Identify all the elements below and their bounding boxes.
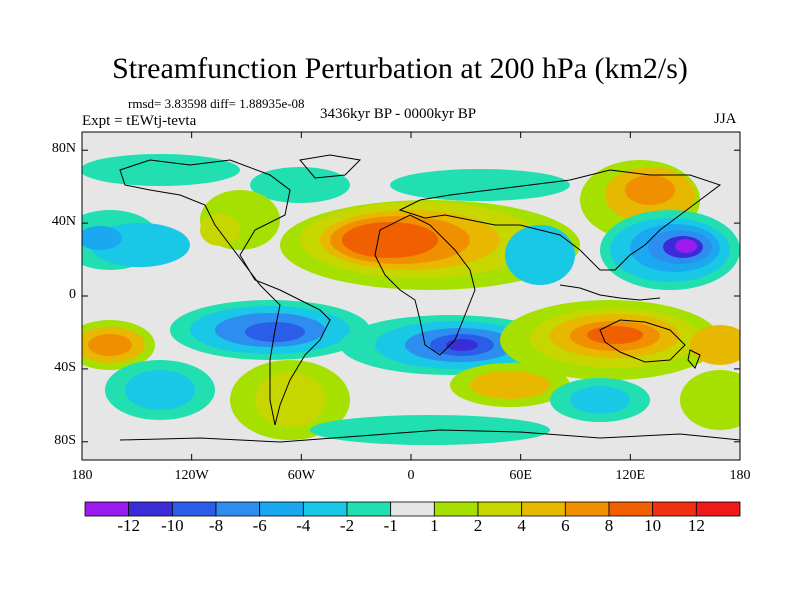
lon-label: 180 [71, 468, 93, 483]
lon-label: 60W [287, 468, 315, 483]
colorbar-swatch [302, 501, 348, 517]
colorbar-swatch [433, 501, 479, 517]
lat-label: 40N [51, 214, 76, 230]
colorbar-swatch [695, 501, 741, 517]
colorbar-swatch [128, 501, 173, 517]
colorbar-swatch [608, 501, 654, 517]
lat-label: 80N [51, 141, 76, 157]
contour-field [82, 154, 740, 445]
colorbar-label: 10 [644, 516, 662, 535]
colorbar [84, 501, 741, 517]
colorbar-swatch [84, 501, 130, 517]
lat-label: 40S [54, 359, 76, 375]
experiment-label: Expt = tEWtj-tevta [82, 113, 197, 129]
lat-ticks [82, 149, 740, 443]
colorbar-label: 6 [561, 516, 570, 535]
colorbar-label: 4 [517, 516, 526, 535]
chart-title: Streamfunction Perturbation at 200 hPa (… [112, 52, 688, 85]
lat-label: 0 [69, 287, 76, 302]
colorbar-label: 2 [473, 516, 483, 535]
colorbar-swatch [171, 501, 217, 517]
lon-label: 180 [729, 468, 751, 483]
colorbar-swatch [346, 501, 392, 517]
colorbar-label: -2 [339, 516, 355, 535]
colorbar-label: 12 [687, 516, 705, 535]
coastlines [119, 154, 740, 443]
lon-label: 120W [174, 468, 209, 483]
lon-ticks [81, 132, 741, 460]
colorbar-label: -6 [252, 516, 267, 535]
colorbar-label: -12 [117, 516, 140, 535]
season-label: JJA [714, 111, 737, 127]
lon-label: 0 [407, 468, 415, 483]
period-label: 3436kyr BP - 0000kyr BP [320, 106, 477, 122]
colorbar-swatch [652, 501, 697, 517]
colorbar-swatch [259, 501, 304, 517]
colorbar-label: -4 [296, 516, 311, 535]
colorbar-label: -10 [160, 516, 184, 535]
lon-label: 120E [615, 468, 646, 483]
colorbar-label: 1 [430, 516, 439, 535]
lon-label: 60E [509, 468, 532, 483]
colorbar-swatch [477, 501, 523, 517]
colorbar-swatch [521, 501, 566, 517]
lat-label: 80S [54, 432, 76, 448]
colorbar-swatch [215, 501, 261, 517]
stats-text: rmsd= 3.83598 diff= 1.88935e-08 [128, 96, 305, 111]
colorbar-swatch [564, 501, 610, 517]
colorbar-label: -1 [383, 516, 398, 535]
colorbar-label: -8 [208, 516, 224, 535]
colorbar-label: 8 [604, 516, 614, 535]
colorbar-swatch [390, 501, 435, 517]
